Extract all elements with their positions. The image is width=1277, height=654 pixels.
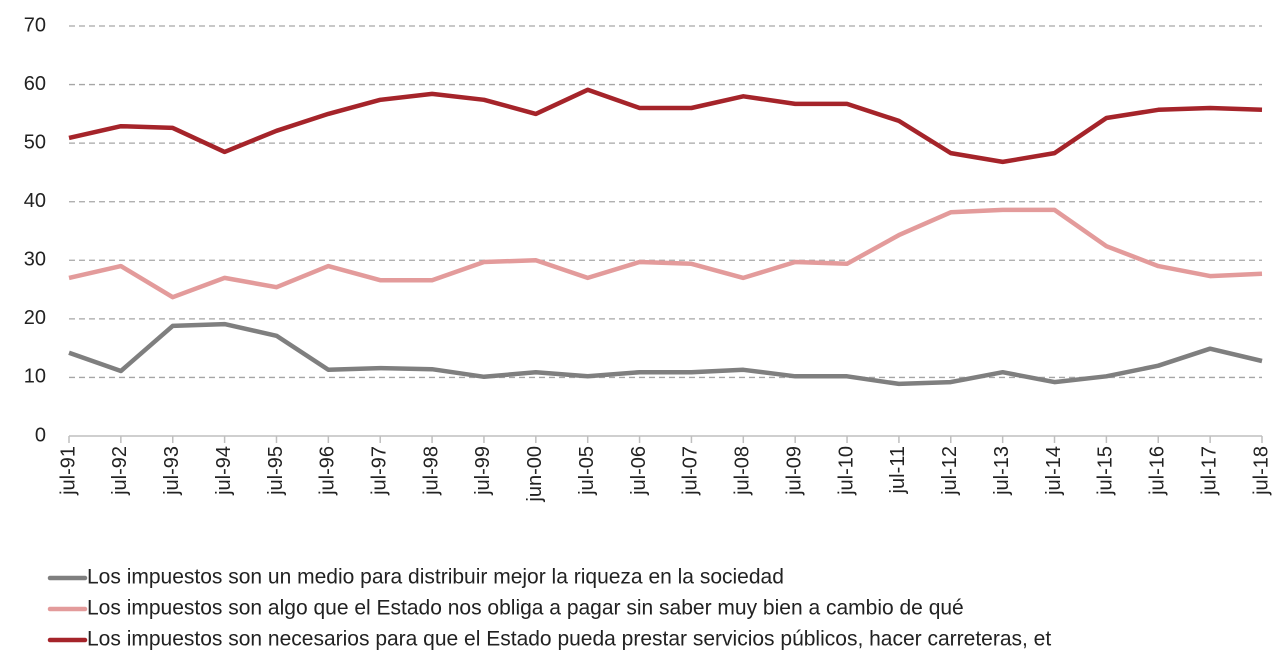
x-tick-label: jul-05 [576, 446, 598, 496]
x-tick-label: jul-95 [265, 446, 287, 496]
x-tick-label: jul-17 [1198, 446, 1220, 496]
x-tick-label: jul-94 [213, 446, 235, 496]
x-tick-label: jul-12 [939, 446, 961, 496]
legend-label: Los impuestos son un medio para distribu… [87, 566, 784, 589]
x-tick-label: jul-18 [1250, 446, 1272, 496]
x-tick-label: jul-10 [835, 446, 857, 496]
x-tick-label: jul-08 [732, 446, 754, 496]
x-tick-label: jul-98 [420, 446, 442, 496]
x-tick-label: jul-09 [783, 446, 805, 496]
x-tick-label: jul-91 [57, 446, 79, 496]
series-line [68, 321, 1263, 387]
x-tick-label: jul-15 [1095, 446, 1117, 496]
y-tick-label: 70 [24, 14, 46, 36]
legend-label: Los impuestos son algo que el Estado nos… [87, 597, 964, 620]
x-tick-label: jul-99 [472, 446, 494, 496]
x-tick-label: jul-92 [109, 446, 131, 496]
x-tick-label: jul-11 [887, 446, 909, 494]
x-tick-label: jul-06 [628, 446, 650, 496]
y-tick-label: 20 [24, 307, 46, 329]
series-line [68, 207, 1263, 300]
x-tick-label: jul-93 [161, 446, 183, 496]
y-tick-label: 40 [24, 190, 46, 212]
x-tick-label: jul-16 [1147, 446, 1169, 496]
x-tick-label: jun-00 [524, 446, 546, 503]
y-tick-label: 50 [24, 131, 46, 153]
x-tick-label: jul-13 [991, 446, 1013, 496]
series-line [68, 87, 1263, 165]
x-tick-label: jul-97 [368, 446, 390, 496]
x-tick-label: jul-07 [680, 446, 702, 496]
x-tick-label: jul-96 [317, 446, 339, 496]
legend-label: Los impuestos son necesarios para que el… [87, 628, 1051, 651]
x-tick-label: jul-14 [1043, 446, 1065, 496]
y-tick-label: 30 [24, 249, 46, 271]
y-tick-label: 10 [24, 366, 46, 388]
y-tick-label: 0 [35, 424, 46, 446]
y-tick-label: 60 [24, 73, 46, 95]
